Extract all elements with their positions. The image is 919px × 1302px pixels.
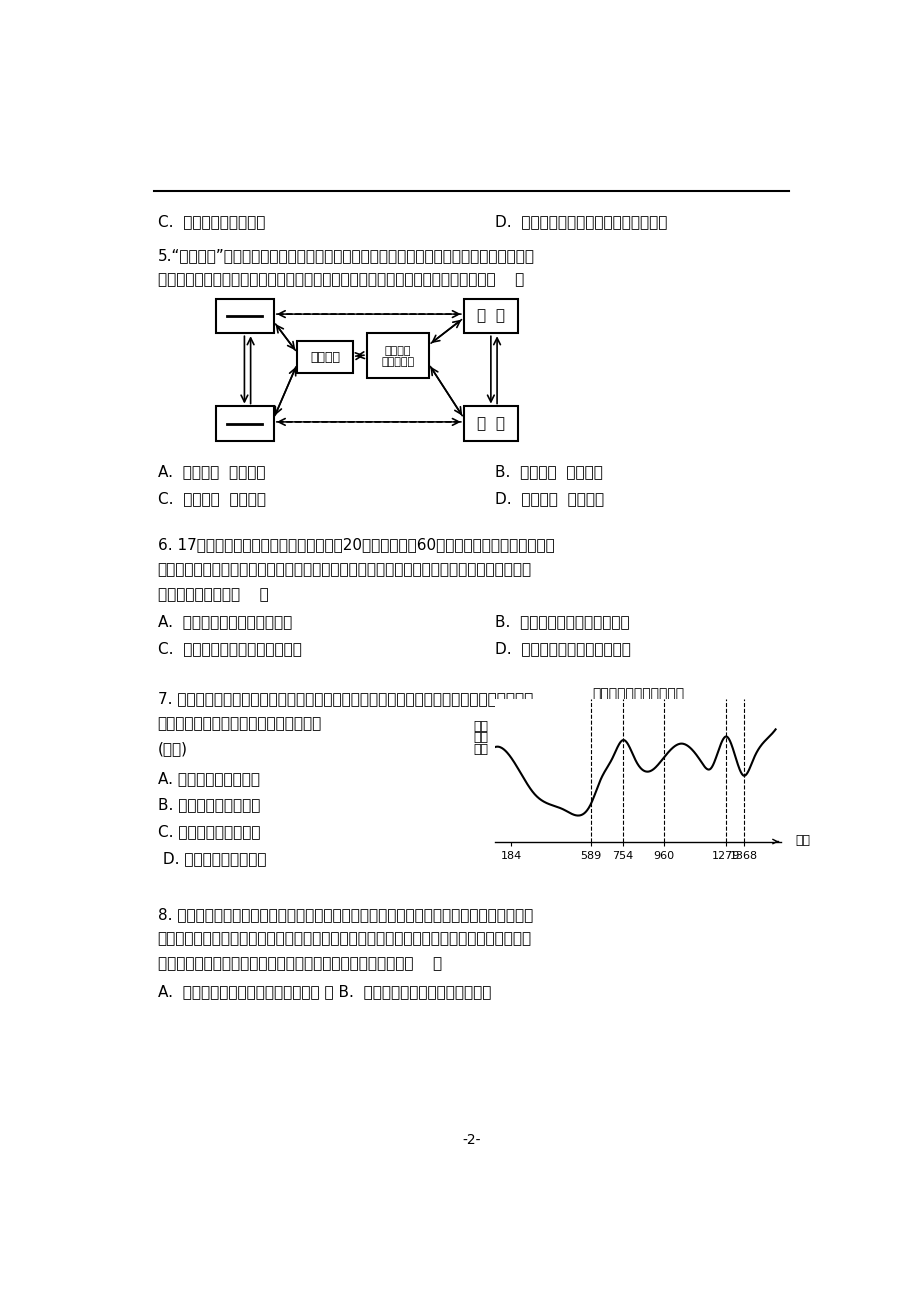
Text: 经济: 经济 <box>473 720 488 733</box>
Bar <box>367 333 428 378</box>
Text: A. 政治形势的稳定情况: A. 政治形势的稳定情况 <box>157 771 259 785</box>
Text: 指数: 指数 <box>473 742 488 755</box>
Text: C.  海外贸易促进国内市场的扩大: C. 海外贸易促进国内市场的扩大 <box>157 642 301 656</box>
Text: 中国古代经济发展趋势图: 中国古代经济发展趋势图 <box>592 687 684 702</box>
Bar <box>216 406 274 441</box>
Text: 年份: 年份 <box>795 833 810 846</box>
Text: B.  专制皇权  商品经济: B. 专制皇权 商品经济 <box>494 465 602 479</box>
Text: 等地的丝织、陶瓷业还主动灵活地调整产品结构，开发了专供海外市场的「粤美」、「粤纱」: 等地的丝织、陶瓷业还主动灵活地调整产品结构，开发了专供海外市场的「粤美」、「粤纱… <box>157 562 531 577</box>
Bar <box>463 406 517 441</box>
Text: D.  封建割据  商品经济: D. 封建割据 商品经济 <box>494 491 603 506</box>
Text: A.  沿海地区生产专业化的分工: A. 沿海地区生产专业化的分工 <box>157 615 291 629</box>
Text: 8. 古罗马的《十二铜表法》中规定，各种民事诉识，即使是再小的事由，也由法庭处理；债: 8. 古罗马的《十二铜表法》中规定，各种民事诉识，即使是再小的事由，也由法庭处理… <box>157 907 532 922</box>
Bar <box>463 298 517 333</box>
Text: 务人如在规定的期限还不出债款，债权人可以将其出卖为奴或杀掉；死者的丧衣以三件为限，: 务人如在规定的期限还不出债款，债权人可以将其出卖为奴或杀掉；死者的丧衣以三件为限… <box>157 932 531 947</box>
Text: 出丧时妇女不得无节制地嗎哭。上述这些规定说明当时在罗马（    ）: 出丧时妇女不得无节制地嗎哭。上述这些规定说明当时在罗马（ ） <box>157 956 441 971</box>
Text: 祠  堂: 祠 堂 <box>476 309 505 323</box>
Text: B. 商品经济的发展态势: B. 商品经济的发展态势 <box>157 798 260 812</box>
Text: C. 耕作工具的根本变革: C. 耕作工具的根本变革 <box>157 824 260 840</box>
Text: 5.“家国同构”是中国古代封建社会的重要特征，下图是某学者绘制的中国古代社会结构图，: 5.“家国同构”是中国古代封建社会的重要特征，下图是某学者绘制的中国古代社会结构… <box>157 249 534 263</box>
Text: D.  东南沿海自然经济开始瓦解: D. 东南沿海自然经济开始瓦解 <box>494 642 630 656</box>
Text: 6. 17世纪晤期的传教士估计，仅上海就有20万织布工人和60万提供纱线的纵织工人。广东: 6. 17世纪晤期的传教士估计，仅上海就有20万织布工人和60万提供纱线的纵织工… <box>157 538 554 552</box>
Text: B.  区域间长途贩运贸易的兴盛: B. 区域间长途贩运贸易的兴盛 <box>494 615 629 629</box>
Text: (　　): ( ) <box>157 741 187 756</box>
Text: （家谱制）: （家谱制） <box>380 357 414 367</box>
Text: 等。此史料印证了（    ）: 等。此史料印证了（ ） <box>157 587 268 602</box>
Text: 同构效应正好刻画了宗法家族是国家政府功能的延伸。就此推断画横线处在内容是（    ）: 同构效应正好刻画了宗法家族是国家政府功能的延伸。就此推断画横线处在内容是（ ） <box>157 272 523 286</box>
Text: C.  平均分配了全国土地: C. 平均分配了全国土地 <box>157 214 265 229</box>
Text: A.  科举制度  地主经济: A. 科举制度 地主经济 <box>157 465 265 479</box>
Bar <box>297 341 353 374</box>
Text: 发展: 发展 <box>473 732 488 743</box>
Text: 儒家正统: 儒家正统 <box>310 350 340 363</box>
Text: D. 土地兼并的剧烈程度: D. 土地兼并的剧烈程度 <box>157 852 266 867</box>
Text: A.  平民反对贵族的斗争取得重大胜利 。 B.  社会生活中的伦理道德色彩浓郁: A. 平民反对贵族的斗争取得重大胜利 。 B. 社会生活中的伦理道德色彩浓郁 <box>157 984 491 999</box>
Text: 族  田: 族 田 <box>476 417 505 431</box>
Bar <box>216 298 274 333</box>
Text: 宗法思想: 宗法思想 <box>384 346 411 355</box>
Text: D.  反映了封建国家与大地主之间的矛盾: D. 反映了封建国家与大地主之间的矛盾 <box>494 214 666 229</box>
Text: 析，影响古代经济宏观变动的主要原因是: 析，影响古代经济宏观变动的主要原因是 <box>157 716 322 730</box>
Text: C.  官僚政治  地主经济: C. 官僚政治 地主经济 <box>157 491 266 506</box>
Text: 7. 下图是根据付筑夫《中国经济史论丛》整理而成的中国古代经济发展趋势图，根据此图分: 7. 下图是根据付筑夫《中国经济史论丛》整理而成的中国古代经济发展趋势图，根据此… <box>157 691 532 707</box>
Text: -2-: -2- <box>461 1133 481 1147</box>
